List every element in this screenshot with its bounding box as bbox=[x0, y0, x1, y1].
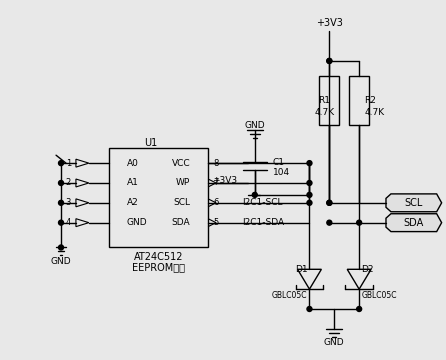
Text: GBLC05C: GBLC05C bbox=[361, 291, 396, 300]
Circle shape bbox=[327, 58, 332, 63]
Text: WP: WP bbox=[176, 179, 190, 188]
Text: C1: C1 bbox=[273, 158, 285, 167]
Text: I2C1-SCL: I2C1-SCL bbox=[243, 198, 283, 207]
Text: A2: A2 bbox=[127, 198, 138, 207]
Text: GND: GND bbox=[244, 121, 265, 130]
Circle shape bbox=[357, 220, 362, 225]
Circle shape bbox=[307, 201, 312, 205]
Circle shape bbox=[58, 245, 63, 250]
Text: 104: 104 bbox=[273, 167, 290, 176]
Text: GND: GND bbox=[324, 338, 345, 347]
Circle shape bbox=[58, 161, 63, 166]
Bar bbox=[319, 76, 339, 125]
Text: A1: A1 bbox=[127, 179, 138, 188]
Text: 4: 4 bbox=[66, 218, 71, 227]
Text: D1: D1 bbox=[295, 265, 307, 274]
Text: AT24C512: AT24C512 bbox=[134, 252, 183, 262]
Circle shape bbox=[307, 306, 312, 311]
Text: +3V3: +3V3 bbox=[212, 176, 237, 185]
Circle shape bbox=[58, 180, 63, 185]
Text: 1: 1 bbox=[66, 159, 71, 168]
Text: GND: GND bbox=[127, 218, 147, 227]
Text: SCL: SCL bbox=[173, 198, 190, 207]
Text: 6: 6 bbox=[213, 198, 219, 207]
Text: A0: A0 bbox=[127, 159, 138, 168]
Text: R2: R2 bbox=[364, 96, 376, 105]
Text: SDA: SDA bbox=[404, 218, 424, 228]
Text: D2: D2 bbox=[361, 265, 374, 274]
Circle shape bbox=[327, 220, 332, 225]
Polygon shape bbox=[386, 214, 442, 231]
Text: VCC: VCC bbox=[172, 159, 190, 168]
Text: 2: 2 bbox=[66, 179, 71, 188]
Text: 5: 5 bbox=[214, 218, 219, 227]
Circle shape bbox=[307, 161, 312, 166]
Circle shape bbox=[307, 192, 312, 197]
Text: U1: U1 bbox=[144, 138, 157, 148]
Circle shape bbox=[327, 201, 332, 205]
Polygon shape bbox=[386, 194, 442, 212]
Bar bbox=[349, 76, 369, 125]
Text: 8: 8 bbox=[213, 159, 219, 168]
Bar bbox=[109, 148, 208, 247]
Text: 7: 7 bbox=[213, 179, 219, 188]
Text: I2C1-SDA: I2C1-SDA bbox=[242, 218, 284, 227]
Circle shape bbox=[307, 180, 312, 185]
Circle shape bbox=[327, 58, 332, 63]
Text: SDA: SDA bbox=[172, 218, 190, 227]
Text: 4.7K: 4.7K bbox=[314, 108, 334, 117]
Circle shape bbox=[252, 192, 257, 197]
Text: 3: 3 bbox=[66, 198, 71, 207]
Text: GND: GND bbox=[51, 257, 71, 266]
Text: 4.7K: 4.7K bbox=[364, 108, 384, 117]
Circle shape bbox=[327, 201, 332, 205]
Text: +3V3: +3V3 bbox=[316, 18, 343, 28]
Circle shape bbox=[58, 201, 63, 205]
Circle shape bbox=[58, 220, 63, 225]
Text: SCL: SCL bbox=[405, 198, 423, 208]
Text: EEPROM芯片: EEPROM芯片 bbox=[132, 262, 185, 272]
Circle shape bbox=[357, 306, 362, 311]
Text: R1: R1 bbox=[318, 96, 330, 105]
Text: GBLC05C: GBLC05C bbox=[272, 291, 307, 300]
